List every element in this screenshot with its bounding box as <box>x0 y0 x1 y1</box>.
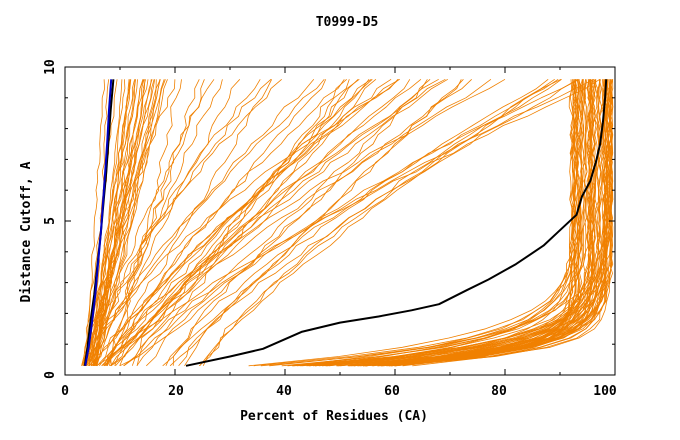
bg-series-126 <box>381 79 613 367</box>
bg-series-20 <box>81 79 145 366</box>
bg-series-149 <box>103 78 601 366</box>
x-tick-label-60: 60 <box>384 384 400 399</box>
bg-series-117 <box>365 79 608 367</box>
bg-series-108 <box>314 79 580 367</box>
bg-series-105 <box>362 79 579 367</box>
bg-series-80 <box>360 79 578 367</box>
bg-series-115 <box>301 79 594 367</box>
x-tick-label-40: 40 <box>276 384 292 399</box>
bg-series-139 <box>184 78 549 367</box>
bg-series-88 <box>371 79 575 367</box>
bg-series-36 <box>83 79 325 366</box>
bg-series-148 <box>169 79 462 367</box>
bg-series-51 <box>93 79 215 366</box>
bg-series-38 <box>93 79 261 366</box>
bg-series-143 <box>198 78 559 367</box>
bg-series-23 <box>84 79 105 366</box>
y-tick-label-0: 0 <box>43 371 58 379</box>
bg-series-125 <box>364 79 592 367</box>
bg-series-59 <box>248 79 584 367</box>
bg-series-96 <box>391 79 587 367</box>
bg-series-33 <box>85 79 400 366</box>
bg-series-41 <box>104 78 347 367</box>
bg-series-142 <box>131 78 446 366</box>
bg-series-30 <box>109 79 182 366</box>
bg-series-94 <box>394 79 577 367</box>
x-tick-label-80: 80 <box>491 384 507 399</box>
bg-series-29 <box>84 79 161 366</box>
bg-series-60 <box>318 79 591 367</box>
y-tick-label-10: 10 <box>43 59 58 75</box>
bg-series-137 <box>136 78 448 366</box>
bg-series-118 <box>378 79 595 367</box>
bg-series-130 <box>110 78 439 367</box>
bg-series-146 <box>136 79 370 367</box>
x-tick-label-0: 0 <box>61 384 69 399</box>
bg-series-53 <box>106 78 372 366</box>
bg-series-128 <box>348 79 594 367</box>
bg-series-76 <box>349 79 581 367</box>
bg-series-26 <box>88 79 135 366</box>
bg-series-93 <box>365 79 576 367</box>
bg-series-57 <box>86 79 241 367</box>
bg-series-56 <box>88 79 176 366</box>
bg-series-40 <box>114 79 345 366</box>
bg-series-129 <box>347 79 580 367</box>
bg-series-43 <box>119 78 431 367</box>
series-line-blue-left <box>84 79 113 366</box>
x-tick-label-100: 100 <box>593 384 617 399</box>
bg-series-28 <box>88 79 145 366</box>
plot-lines <box>81 78 614 367</box>
y-axis-label: Distance Cutoff, A <box>19 161 34 302</box>
bg-series-134 <box>123 78 594 367</box>
bg-series-34 <box>123 79 428 367</box>
bg-series-138 <box>102 78 506 367</box>
y-tick-labels: 0 5 10 <box>43 59 58 379</box>
x-tick-labels: 0 20 40 60 80 100 <box>61 384 617 399</box>
bg-series-35 <box>106 79 373 366</box>
bg-series-31 <box>115 79 350 367</box>
bg-series-147 <box>172 79 472 366</box>
bg-series-48 <box>96 79 272 366</box>
bg-series-44 <box>105 79 327 366</box>
bg-series-141 <box>101 78 492 367</box>
bg-series-84 <box>338 79 599 367</box>
x-axis-label: Percent of Residues (CA) <box>240 409 428 424</box>
bg-series-145 <box>165 78 562 366</box>
bg-series-136 <box>178 78 579 367</box>
y-tick-label-5: 5 <box>43 217 58 225</box>
bg-series-144 <box>199 78 555 367</box>
bg-series-49 <box>104 79 205 367</box>
bg-series-107 <box>325 79 578 367</box>
bg-series-106 <box>388 79 574 367</box>
bg-series-18 <box>93 79 146 366</box>
bg-series-127 <box>337 79 583 367</box>
bg-series-131 <box>202 78 562 366</box>
bg-series-68 <box>309 79 588 367</box>
bg-series-133 <box>146 78 580 367</box>
bg-series-24 <box>87 79 168 366</box>
bg-series-123 <box>353 79 596 367</box>
bg-series-46 <box>93 79 273 367</box>
axis-ticks <box>64 66 616 376</box>
series-line-black-main <box>185 79 608 367</box>
x-tick-label-20: 20 <box>168 384 184 399</box>
bg-series-50 <box>96 78 360 367</box>
chart-title: T0999-D5 <box>316 15 379 30</box>
bg-series-91 <box>365 79 577 367</box>
